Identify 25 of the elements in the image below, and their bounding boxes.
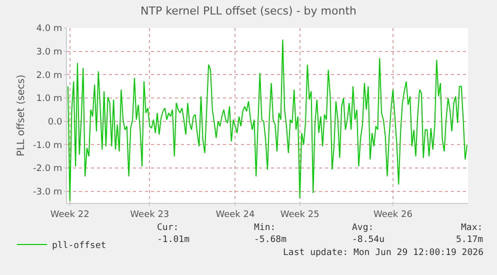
y-tick-label: 2.0 m (36, 70, 62, 81)
y-tick-label: 0.0 (48, 117, 62, 128)
x-tick-label: Week 26 (373, 210, 413, 220)
y-tick-label: 3.0 m (36, 47, 62, 58)
text: -5.68m (254, 235, 287, 245)
text: 5.17m (456, 235, 484, 245)
text: Max: (461, 223, 483, 233)
y-tick-label: -3.0 m (32, 187, 62, 198)
text: Avg: (352, 223, 374, 233)
y-tick-label: -1.0 m (32, 140, 62, 151)
text: Cur: (157, 223, 179, 233)
y-axis-title: PLL offset (secs) (16, 74, 27, 156)
x-tick-label: Week 24 (216, 210, 255, 220)
x-tick-label: Week 23 (130, 210, 170, 220)
text: -1.01m (157, 235, 190, 245)
x-tick-label: Week 25 (280, 210, 320, 220)
x-tick-label: Week 22 (50, 210, 90, 220)
text: Min: (254, 223, 276, 233)
y-tick-label: 1.0 m (36, 94, 62, 104)
y-tick-label: -2.0 m (32, 164, 62, 174)
y-tick-label: 4.0 m (36, 24, 62, 34)
text: -8.54u (352, 235, 385, 245)
legend-label: pll-offset (52, 241, 106, 252)
text: Last update: Mon Jun 29 12:00:19 2026 (283, 248, 484, 258)
chart-title: NTP kernel PLL offset (secs) - by month (140, 4, 357, 18)
